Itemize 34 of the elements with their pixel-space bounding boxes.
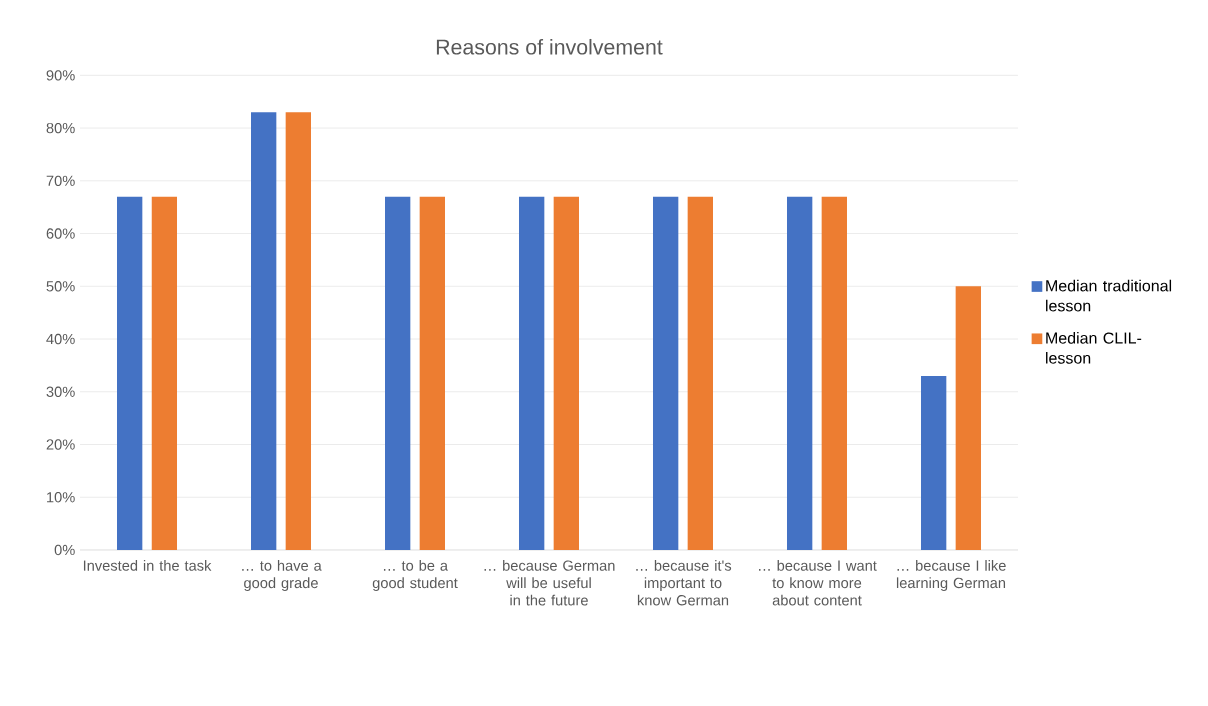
chart-title: Reasons of involvement	[436, 38, 663, 55]
y-tick-label: 60%	[46, 228, 75, 239]
bar	[955, 286, 981, 550]
y-tick-label: 0%	[54, 544, 75, 556]
y-tick-label: 20%	[46, 439, 75, 450]
bar	[553, 196, 579, 550]
y-tick-label: 90%	[46, 70, 75, 81]
y-tick-label: 70%	[46, 175, 75, 186]
x-tick-label: … to be a good student	[372, 560, 458, 592]
y-tick-label: 40%	[46, 333, 75, 345]
x-tick-label: … to have a good grade	[242, 560, 322, 592]
bar	[920, 375, 947, 550]
bar	[385, 196, 411, 550]
x-tick-label: … because I like learning German	[896, 560, 1006, 592]
bar	[787, 196, 813, 550]
legend-label: Median CLIL-lesson	[1046, 332, 1142, 364]
x-tick-label: Invested in the task	[83, 560, 212, 571]
bar	[251, 112, 277, 550]
bar	[687, 196, 713, 550]
bar	[151, 196, 177, 550]
bar	[285, 112, 311, 550]
y-tick-label: 50%	[46, 281, 75, 292]
bar	[653, 196, 679, 550]
y-tick-label: 80%	[46, 122, 75, 134]
bar	[117, 196, 143, 550]
x-tick-label: … because it's important to know German	[636, 560, 732, 606]
y-tick-label: 30%	[46, 386, 75, 397]
bar	[821, 196, 847, 550]
legend-label: Median traditional lesson	[1046, 279, 1172, 312]
x-tick-label: … because I want to know more about content	[759, 560, 877, 606]
y-tick-label: 10%	[47, 492, 75, 503]
x-tick-label: … because German will be useful in the future	[484, 560, 615, 606]
bar	[519, 196, 545, 550]
bar	[419, 196, 445, 550]
